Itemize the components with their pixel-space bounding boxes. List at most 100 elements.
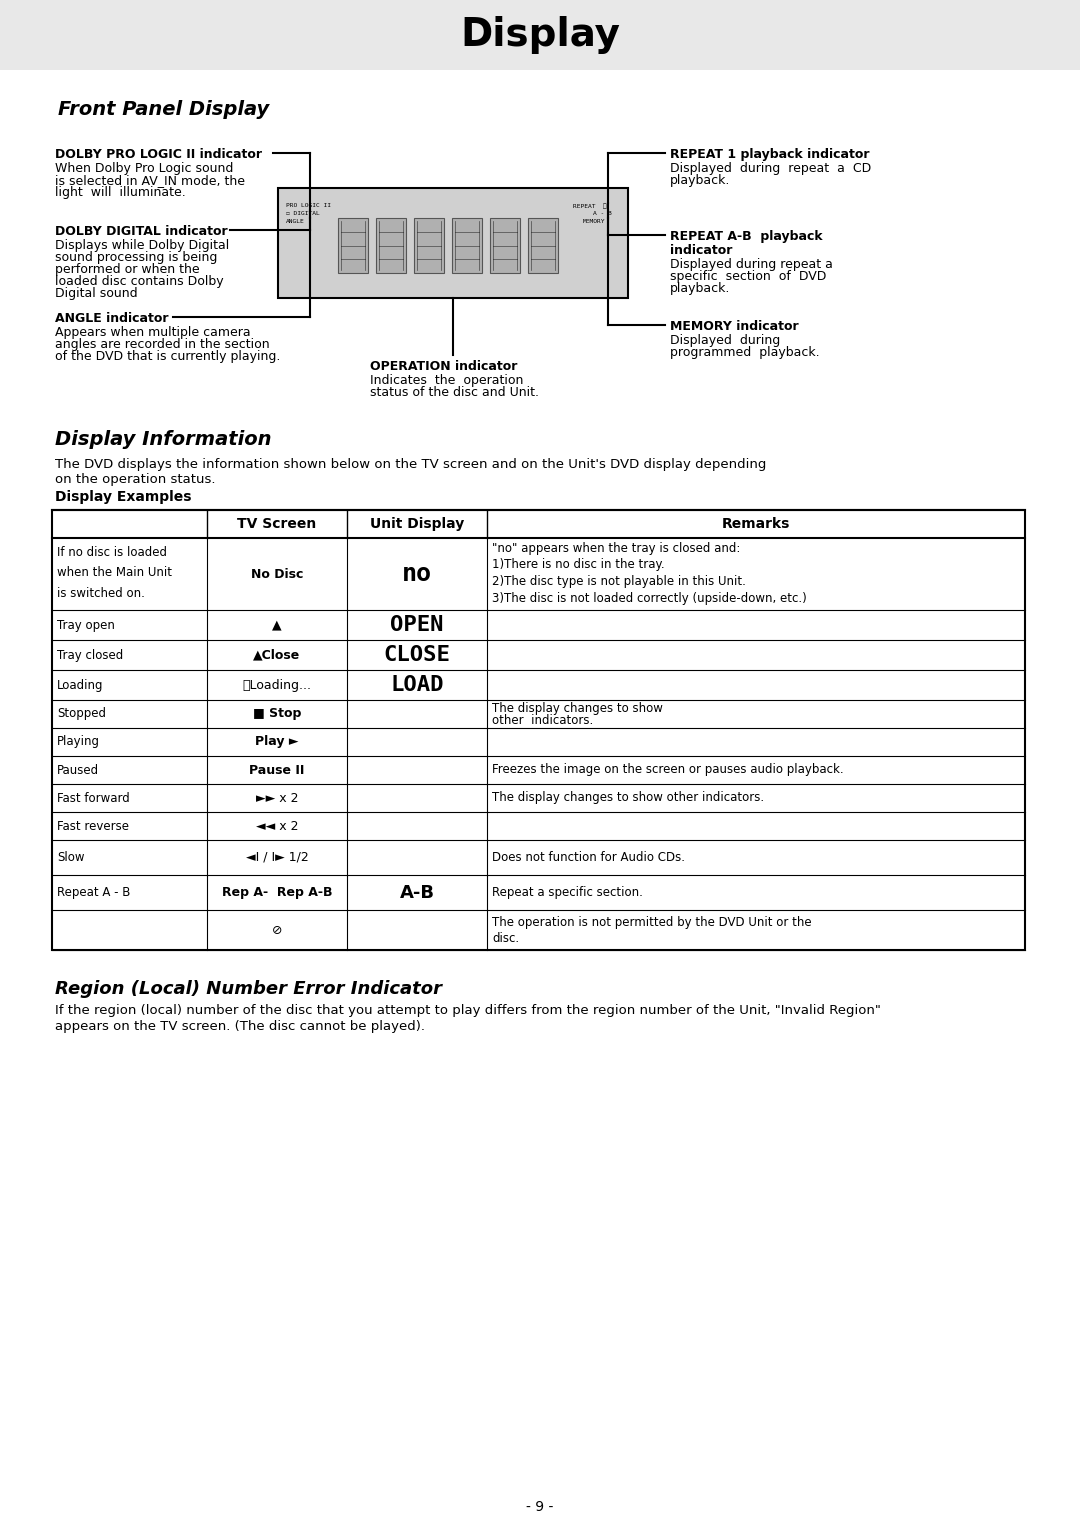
Text: Remarks: Remarks bbox=[721, 517, 791, 531]
Text: - 9 -: - 9 - bbox=[526, 1500, 554, 1514]
Bar bbox=[376, 218, 406, 273]
Text: Rep A-  Rep A-B: Rep A- Rep A-B bbox=[221, 887, 333, 899]
Bar bbox=[52, 510, 1025, 539]
Text: Loading: Loading bbox=[57, 679, 104, 691]
Text: Displayed  during  repeat  a  CD: Displayed during repeat a CD bbox=[670, 162, 872, 175]
Text: Repeat A - B: Repeat A - B bbox=[57, 887, 131, 899]
Text: Display Examples: Display Examples bbox=[55, 490, 191, 504]
Text: when the Main Unit: when the Main Unit bbox=[57, 566, 172, 580]
Text: is switched on.: is switched on. bbox=[57, 588, 145, 600]
Bar bbox=[52, 909, 1025, 951]
Text: no: no bbox=[402, 562, 432, 586]
Text: Unit Display: Unit Display bbox=[369, 517, 464, 531]
Bar bbox=[528, 218, 558, 273]
Text: Freezes the image on the screen or pauses audio playback.: Freezes the image on the screen or pause… bbox=[492, 763, 843, 777]
Text: If the region (local) number of the disc that you attempt to play differs from t: If the region (local) number of the disc… bbox=[55, 1004, 881, 1016]
Text: status of the disc and Unit.: status of the disc and Unit. bbox=[370, 386, 539, 398]
Text: 1)There is no disc in the tray.: 1)There is no disc in the tray. bbox=[492, 559, 664, 571]
Bar bbox=[52, 728, 1025, 755]
Text: No Disc: No Disc bbox=[251, 568, 303, 580]
Text: Digital sound: Digital sound bbox=[55, 287, 137, 301]
Text: Does not function for Audio CDs.: Does not function for Audio CDs. bbox=[492, 852, 685, 864]
Text: 3)The disc is not loaded correctly (upside-down, etc.): 3)The disc is not loaded correctly (upsi… bbox=[492, 592, 807, 604]
Text: LOAD: LOAD bbox=[390, 674, 444, 694]
Bar bbox=[52, 539, 1025, 610]
Text: A - B: A - B bbox=[593, 211, 611, 217]
Text: ⊘: ⊘ bbox=[272, 923, 282, 937]
Bar bbox=[278, 188, 627, 298]
Bar bbox=[52, 510, 1025, 951]
Text: ANGLE: ANGLE bbox=[286, 220, 305, 224]
Text: 2)The disc type is not playable in this Unit.: 2)The disc type is not playable in this … bbox=[492, 575, 746, 588]
Text: other  indicators.: other indicators. bbox=[492, 714, 593, 726]
Text: appears on the TV screen. (The disc cannot be played).: appears on the TV screen. (The disc cann… bbox=[55, 1019, 426, 1033]
Bar bbox=[490, 218, 519, 273]
Text: MEMORY: MEMORY bbox=[583, 220, 606, 224]
Text: ANGLE indicator: ANGLE indicator bbox=[55, 311, 168, 325]
Text: Fast reverse: Fast reverse bbox=[57, 819, 129, 833]
Bar bbox=[52, 755, 1025, 784]
Text: If no disc is loaded: If no disc is loaded bbox=[57, 546, 167, 559]
Text: "no" appears when the tray is closed and:: "no" appears when the tray is closed and… bbox=[492, 542, 741, 554]
Text: angles are recorded in the section: angles are recorded in the section bbox=[55, 337, 270, 351]
Text: Tray closed: Tray closed bbox=[57, 649, 123, 661]
Text: on the operation status.: on the operation status. bbox=[55, 473, 216, 485]
Text: light  will  illuminate.: light will illuminate. bbox=[55, 186, 186, 198]
Text: REPEAT 1 playback indicator: REPEAT 1 playback indicator bbox=[670, 148, 869, 162]
Text: disc.: disc. bbox=[492, 932, 519, 945]
Text: indicator: indicator bbox=[670, 244, 732, 256]
Text: DOLBY DIGITAL indicator: DOLBY DIGITAL indicator bbox=[55, 224, 228, 238]
Text: Displays while Dolby Digital: Displays while Dolby Digital bbox=[55, 240, 229, 252]
Text: ▲: ▲ bbox=[272, 618, 282, 632]
Text: Front Panel Display: Front Panel Display bbox=[58, 101, 269, 119]
Bar bbox=[52, 670, 1025, 700]
Text: of the DVD that is currently playing.: of the DVD that is currently playing. bbox=[55, 349, 281, 363]
Bar bbox=[453, 218, 482, 273]
Text: Appears when multiple camera: Appears when multiple camera bbox=[55, 327, 251, 339]
Text: Displayed during repeat a: Displayed during repeat a bbox=[670, 258, 833, 272]
Text: Play ►: Play ► bbox=[255, 736, 299, 748]
Text: programmed  playback.: programmed playback. bbox=[670, 346, 820, 359]
Text: Display Information: Display Information bbox=[55, 430, 271, 449]
Text: ■ Stop: ■ Stop bbox=[253, 708, 301, 720]
Bar bbox=[52, 610, 1025, 639]
Text: OPERATION indicator: OPERATION indicator bbox=[370, 360, 517, 372]
Text: playback.: playback. bbox=[670, 174, 730, 188]
Bar bbox=[338, 218, 368, 273]
Text: Stopped: Stopped bbox=[57, 708, 106, 720]
Text: CLOSE: CLOSE bbox=[383, 645, 450, 665]
Bar bbox=[0, 0, 1080, 70]
Text: Paused: Paused bbox=[57, 763, 99, 777]
Text: A-B: A-B bbox=[400, 884, 434, 902]
Bar bbox=[414, 218, 444, 273]
Text: Indicates  the  operation: Indicates the operation bbox=[370, 374, 524, 388]
Text: sound processing is being: sound processing is being bbox=[55, 250, 217, 264]
Text: When Dolby Pro Logic sound: When Dolby Pro Logic sound bbox=[55, 162, 233, 175]
Bar bbox=[52, 812, 1025, 839]
Text: TV Screen: TV Screen bbox=[238, 517, 316, 531]
Text: Tray open: Tray open bbox=[57, 618, 114, 632]
Text: ▲Close: ▲Close bbox=[254, 649, 300, 661]
Text: loaded disc contains Dolby: loaded disc contains Dolby bbox=[55, 275, 224, 288]
Text: specific  section  of  DVD: specific section of DVD bbox=[670, 270, 826, 282]
Bar bbox=[52, 874, 1025, 909]
Text: OPEN: OPEN bbox=[390, 615, 444, 635]
Text: ⌛Loading...: ⌛Loading... bbox=[243, 679, 311, 691]
Text: Slow: Slow bbox=[57, 852, 84, 864]
Text: REPEAT  ①: REPEAT ① bbox=[573, 203, 607, 209]
Bar bbox=[52, 639, 1025, 670]
Text: REPEAT A-B  playback: REPEAT A-B playback bbox=[670, 230, 823, 243]
Text: ◄I / I► 1/2: ◄I / I► 1/2 bbox=[245, 852, 309, 864]
Text: Repeat a specific section.: Repeat a specific section. bbox=[492, 887, 643, 899]
Text: The operation is not permitted by the DVD Unit or the: The operation is not permitted by the DV… bbox=[492, 916, 812, 929]
Text: Displayed  during: Displayed during bbox=[670, 334, 780, 346]
Text: The display changes to show: The display changes to show bbox=[492, 702, 663, 716]
Text: MEMORY indicator: MEMORY indicator bbox=[670, 320, 798, 333]
Text: The DVD displays the information shown below on the TV screen and on the Unit's : The DVD displays the information shown b… bbox=[55, 458, 767, 472]
Text: performed or when the: performed or when the bbox=[55, 262, 200, 276]
Bar bbox=[52, 839, 1025, 874]
Text: DOLBY PRO LOGIC II indicator: DOLBY PRO LOGIC II indicator bbox=[55, 148, 262, 162]
Text: The display changes to show other indicators.: The display changes to show other indica… bbox=[492, 792, 765, 804]
Bar bbox=[52, 784, 1025, 812]
Text: Fast forward: Fast forward bbox=[57, 792, 130, 804]
